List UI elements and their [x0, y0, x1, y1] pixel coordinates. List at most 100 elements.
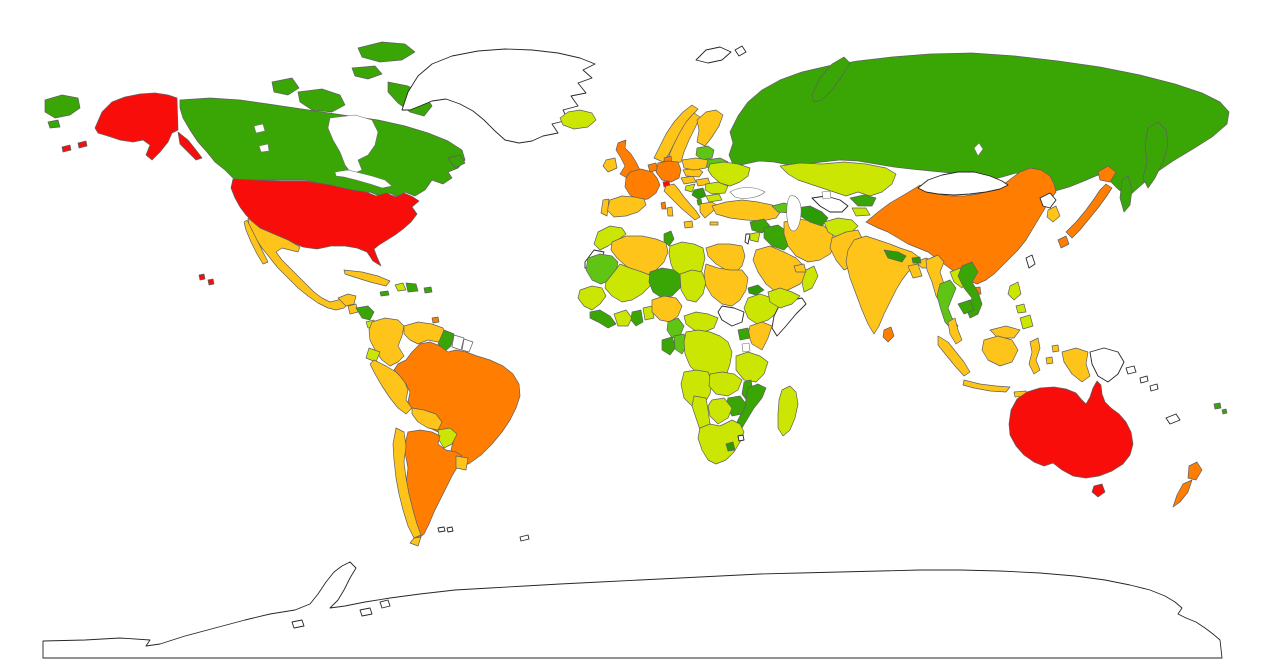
great-lakes: [334, 169, 393, 189]
country-russia-chukotka: [44, 94, 81, 119]
country-papua-new-guinea: [1089, 347, 1125, 383]
country-russia-novaya-zemlya: [811, 56, 851, 103]
country-angola: [680, 369, 713, 407]
lake-victoria: [741, 342, 751, 353]
country-mexico-baja: [243, 219, 269, 265]
country-mongolia: [917, 171, 1009, 196]
country-austria: [680, 175, 697, 185]
lake-baikal: [973, 142, 984, 157]
country-senegal-guinea: [577, 285, 607, 311]
country-swaziland: [737, 434, 745, 442]
country-indonesia-moluccas: [1045, 356, 1054, 365]
country-serbia-bosnia: [691, 187, 707, 200]
country-norway: [653, 104, 699, 163]
country-north-korea: [1039, 192, 1057, 209]
country-russia-chukotka-2: [47, 119, 61, 129]
country-new-britain: [1125, 365, 1137, 375]
country-solomon-islands: [1139, 375, 1149, 384]
country-algeria: [610, 235, 669, 277]
country-kyrgyzstan: [849, 194, 877, 207]
country-ukraine: [707, 161, 751, 187]
country-united-states-aleutians-2: [77, 140, 88, 149]
caspian-sea: [786, 195, 802, 232]
country-madagascar: [777, 385, 799, 437]
country-indonesia-papua: [1061, 347, 1091, 383]
country-croatia: [684, 183, 696, 193]
country-mali: [604, 263, 653, 303]
country-ghana: [630, 309, 644, 327]
country-guyana: [437, 329, 455, 353]
country-indonesia-borneo: [981, 335, 1019, 367]
country-corsica: [660, 201, 667, 210]
country-italy: [663, 183, 701, 221]
country-kenya: [747, 321, 773, 351]
country-togo-benin: [642, 305, 655, 321]
country-sierra-leone-liberia: [589, 309, 617, 329]
country-baltic-states: [695, 145, 715, 161]
country-eritrea: [747, 284, 765, 296]
country-uae-qatar: [793, 263, 807, 273]
country-south-korea: [1046, 205, 1061, 223]
country-suriname: [451, 334, 465, 351]
country-germany: [655, 160, 682, 183]
country-australia: [1008, 380, 1134, 479]
country-kazakhstan: [779, 161, 897, 197]
country-japan-honshu: [1065, 183, 1113, 239]
country-solomon-islands-2: [1149, 383, 1159, 392]
country-french-guiana: [461, 338, 474, 353]
country-malaysia-borneo: [989, 325, 1021, 339]
country-uruguay: [455, 455, 469, 471]
great-bear-lake: [253, 123, 266, 134]
country-new-caledonia: [1165, 413, 1181, 425]
country-svalbard: [695, 46, 732, 64]
country-russia-kamchatka: [1142, 121, 1169, 189]
country-trinidad: [431, 316, 440, 324]
country-fiji-2: [1221, 408, 1228, 415]
country-romania: [704, 181, 729, 195]
country-oman: [801, 265, 819, 293]
country-mexico: [247, 217, 351, 311]
country-zambia: [708, 371, 743, 397]
country-tunisia: [663, 230, 675, 247]
country-jordan: [749, 231, 761, 243]
country-colombia: [368, 317, 405, 367]
country-united-states-hawaii: [198, 273, 206, 281]
country-united-states-alaska: [94, 92, 179, 161]
country-turkey: [711, 199, 783, 222]
country-united-states-aleutians: [61, 144, 72, 153]
country-central-african-republic: [683, 311, 719, 333]
country-united-states-ak-panhandle: [177, 131, 203, 161]
country-philippines-visayas: [1015, 303, 1027, 314]
great-slave-lake: [258, 143, 270, 153]
country-saudi-arabia: [752, 245, 809, 293]
country-falkland-islands-2: [446, 526, 454, 533]
country-canada-banks: [271, 77, 300, 96]
country-japan-kyushu: [1057, 235, 1070, 249]
aral-sea: [821, 190, 832, 200]
country-chad: [679, 269, 707, 303]
country-cuba: [343, 269, 391, 287]
country-philippines-luzon: [1007, 281, 1022, 301]
country-canada-devon: [351, 65, 383, 80]
country-sardinia: [666, 206, 674, 217]
country-niger: [648, 267, 683, 299]
country-fiji: [1213, 402, 1222, 410]
country-united-states-hawaii-2: [207, 278, 215, 286]
country-bhutan: [911, 256, 922, 264]
black-sea: [729, 187, 766, 199]
country-sicily: [683, 220, 694, 229]
country-malaysia: [947, 317, 963, 345]
country-canada-ellesmere: [357, 41, 416, 63]
country-australia-tasmania: [1091, 483, 1106, 498]
country-south-africa: [697, 419, 745, 465]
country-russia-sakhalin: [1119, 175, 1133, 213]
country-france: [624, 168, 661, 201]
country-greenland: [401, 48, 596, 144]
country-svalbard-2: [734, 45, 747, 57]
country-bulgaria: [705, 193, 723, 203]
country-dominican-republic: [405, 282, 419, 293]
country-chile: [392, 427, 422, 539]
country-new-zealand-north: [1187, 461, 1203, 481]
country-ivory-coast: [613, 309, 633, 327]
